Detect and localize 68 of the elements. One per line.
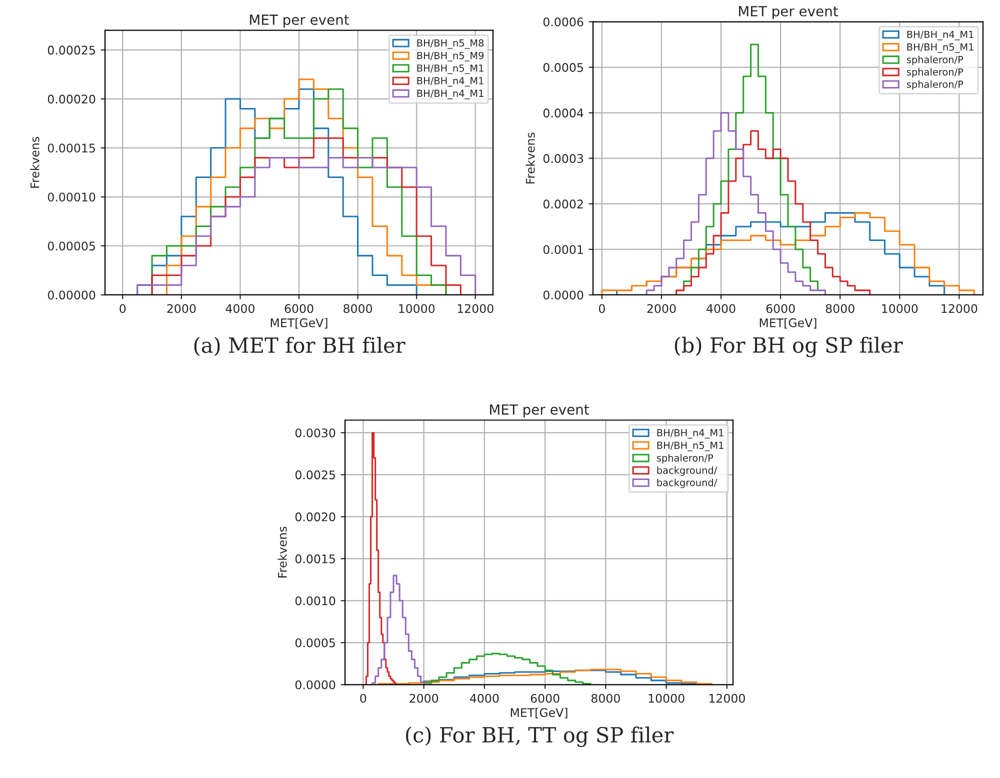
legend-label: BH/BH_n4_M1 xyxy=(907,30,974,40)
y-tick-label: 0.0010 xyxy=(295,596,336,606)
x-tick-label: 2000 xyxy=(167,304,196,314)
x-tick-label: 10000 xyxy=(648,694,684,703)
x-axis-title: MET[GeV] xyxy=(270,318,328,329)
y-tick-label: 0.0005 xyxy=(295,638,335,648)
y-tick-label: 0.0000 xyxy=(543,290,584,300)
x-tick-label: 0 xyxy=(120,304,126,314)
y-axis-title: Frekvens xyxy=(526,132,535,184)
y-tick-label: 0.0000 xyxy=(295,680,336,690)
x-tick-label: 10000 xyxy=(399,304,435,314)
x-tick-label: 2000 xyxy=(410,694,438,703)
y-axis-title: Frekvens xyxy=(30,136,40,188)
legend-label: BH/BH_n4_M1 xyxy=(657,429,724,439)
chart-title: MET per event xyxy=(250,14,350,28)
x-axis-title: MET[GeV] xyxy=(510,708,568,718)
text: (b) For BH og SP filer xyxy=(674,336,903,358)
x-tick-label: 8000 xyxy=(826,304,854,314)
x-tick-label: 10000 xyxy=(882,304,918,314)
legend-label: BH/BH_n4_M1 xyxy=(417,77,484,87)
x-axis-title: MET[GeV] xyxy=(760,318,816,329)
y-tick-label: 0.00010 xyxy=(48,192,96,202)
y-tick-label: 0.0020 xyxy=(295,512,336,522)
legend-label: BH/BH_n5_M1 xyxy=(657,442,724,452)
y-tick-label: 0.0002 xyxy=(543,200,583,208)
y-tick-label: 0.0005 xyxy=(543,63,583,72)
chart-title: MET per event xyxy=(490,404,590,418)
y-tick-label: 0.00025 xyxy=(48,46,95,55)
legend-label: BH/BH_n5_M8 xyxy=(417,39,484,49)
x-tick-label: 0 xyxy=(360,694,366,703)
text: (c) For BH, TT og SP filer xyxy=(406,726,674,747)
legend-label: sphaleron/P xyxy=(906,80,964,90)
y-tick-label: 0.0025 xyxy=(295,470,335,480)
legend-label: BH/BH_n5_M1 xyxy=(417,64,484,74)
x-tick-label: 8000 xyxy=(591,694,620,703)
x-tick-label: 6000 xyxy=(766,304,795,314)
y-axis-title: Frekvens xyxy=(278,526,287,578)
y-tick-label: 0.0015 xyxy=(295,554,335,564)
legend-label: sphaleron/P xyxy=(906,68,964,78)
y-tick-label: 0.0030 xyxy=(295,428,336,438)
x-tick-label: 0 xyxy=(598,304,605,314)
legend-label: background/ xyxy=(657,478,718,488)
legend-label: sphaleron/P xyxy=(656,454,714,464)
x-tick-label: 2000 xyxy=(647,304,676,314)
legend-label: BH/BH_n5_M1 xyxy=(907,43,974,53)
x-tick-label: 6000 xyxy=(530,694,560,703)
y-tick-label: 0.00020 xyxy=(48,94,96,104)
legend-label: sphaleron/P xyxy=(906,56,964,66)
y-tick-label: 0.00015 xyxy=(48,144,95,153)
y-tick-label: 0.0004 xyxy=(543,108,584,118)
x-tick-label: 6000 xyxy=(284,304,314,314)
legend-label: BH/BH_n5_M9 xyxy=(417,52,484,62)
x-tick-label: 12000 xyxy=(458,304,494,314)
text: (a) MET for BH filer xyxy=(194,336,406,356)
legend-label: background/ xyxy=(657,466,718,476)
x-tick-label: 4000 xyxy=(706,304,736,314)
chart-title: MET per event xyxy=(739,6,838,20)
x-tick-label: 12000 xyxy=(709,694,745,703)
y-tick-label: 0.0003 xyxy=(543,154,584,163)
legend-label: BH/BH_n4_M1 xyxy=(417,90,484,100)
y-tick-label: 0.0006 xyxy=(543,18,584,26)
x-tick-label: 4000 xyxy=(226,304,254,314)
y-tick-label: 0.00000 xyxy=(48,290,96,300)
x-tick-label: 4000 xyxy=(470,694,499,703)
x-tick-label: 12000 xyxy=(942,304,978,314)
x-tick-label: 8000 xyxy=(344,304,372,314)
y-tick-label: 0.00005 xyxy=(48,242,95,251)
y-tick-label: 0.0001 xyxy=(543,245,583,254)
